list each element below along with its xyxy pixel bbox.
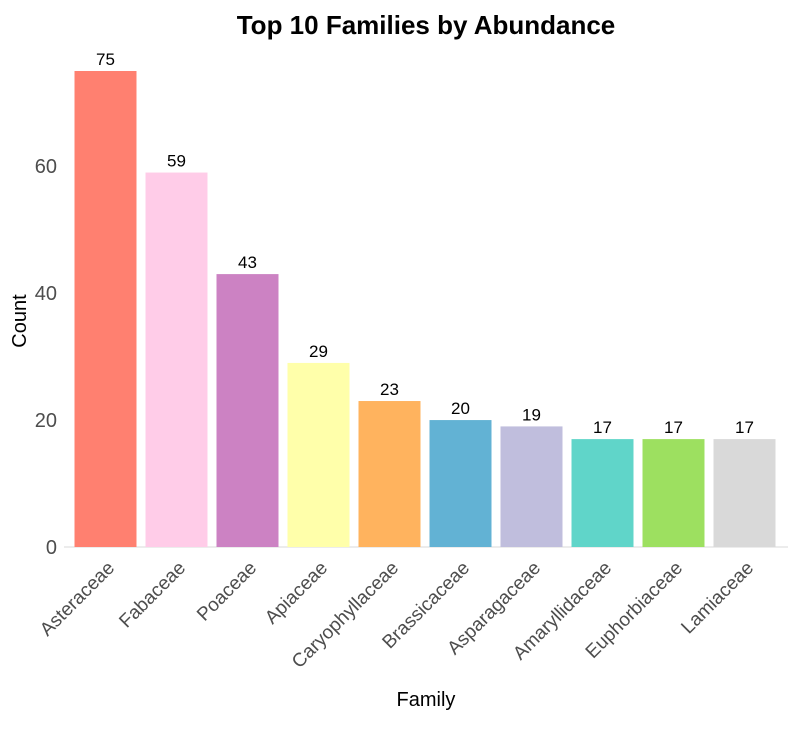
data-label: 17	[735, 418, 754, 437]
y-tick-label: 20	[35, 410, 57, 432]
bar	[216, 274, 279, 547]
y-axis-ticks: 0 20 40 60	[35, 156, 57, 559]
bar	[429, 420, 492, 547]
x-tick-label: Poaceae	[193, 558, 261, 626]
bars-group	[74, 71, 776, 547]
y-tick-label: 0	[46, 537, 57, 559]
data-label: 75	[96, 50, 115, 69]
data-label: 43	[238, 253, 257, 272]
data-label: 29	[309, 342, 328, 361]
data-labels-group: 75 59 43 29 23 20 19 17 17 17	[96, 50, 754, 437]
bar	[358, 401, 421, 547]
bar	[571, 439, 634, 547]
data-label: 23	[380, 380, 399, 399]
data-label: 17	[593, 418, 612, 437]
bar	[287, 362, 350, 547]
x-tick-label: Fabaceae	[115, 558, 190, 633]
chart-title: Top 10 Families by Abundance	[237, 10, 616, 40]
y-axis-title: Count	[9, 294, 31, 348]
x-tick-label: Apiaceae	[261, 558, 332, 629]
bar	[500, 426, 563, 547]
data-label: 59	[167, 152, 186, 171]
x-tick-label: Lamiaceae	[677, 558, 758, 639]
bar	[74, 71, 137, 547]
bar	[642, 439, 705, 547]
data-label: 17	[664, 418, 683, 437]
x-tick-label: Asteraceae	[36, 558, 119, 641]
y-tick-label: 60	[35, 156, 57, 178]
bar	[713, 439, 776, 547]
data-label: 20	[451, 399, 470, 418]
bar	[145, 172, 208, 547]
x-axis-title: Family	[397, 689, 456, 711]
y-tick-label: 40	[35, 283, 57, 305]
data-label: 19	[522, 405, 541, 424]
